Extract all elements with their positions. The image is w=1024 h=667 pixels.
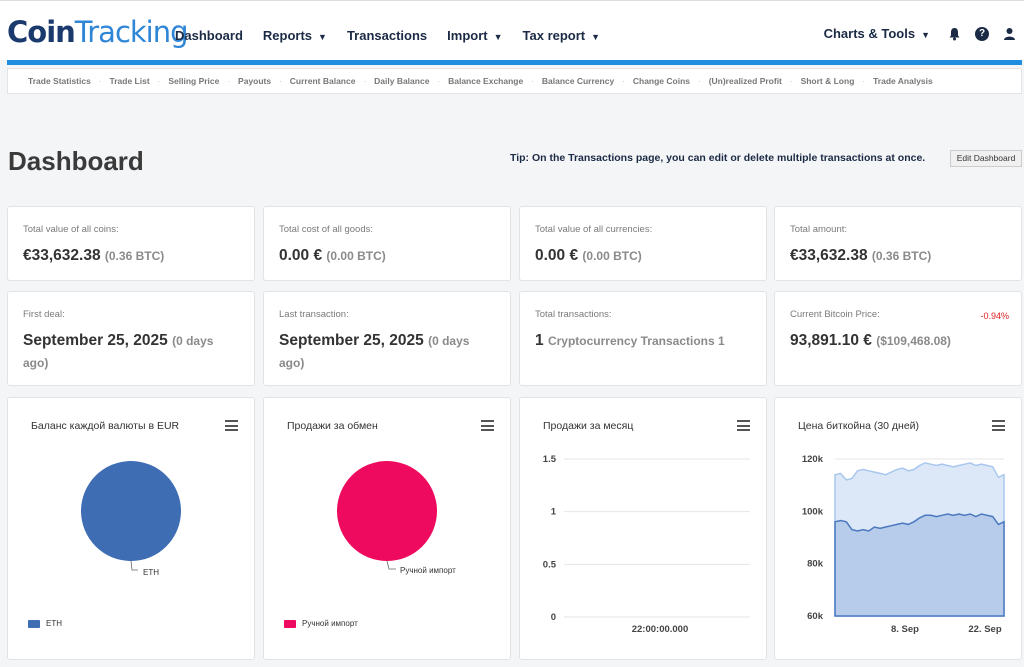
subnav-separator: · bbox=[698, 76, 701, 86]
menu-icon[interactable] bbox=[992, 420, 1005, 431]
subnav-separator: · bbox=[531, 76, 534, 86]
nav-import[interactable]: Import ▼ bbox=[447, 28, 503, 43]
x-tick-label: 22:00:00.000 bbox=[632, 624, 689, 635]
subnav-item[interactable]: Trade Statistics bbox=[28, 76, 91, 86]
subnav-item[interactable]: Payouts bbox=[238, 76, 272, 86]
nav-dashboard[interactable]: Dashboard bbox=[175, 28, 243, 43]
pie-chart-balance: ETH bbox=[81, 461, 181, 577]
pie-slice-manual-import[interactable] bbox=[337, 461, 437, 561]
y-tick-label: 1.5 bbox=[543, 454, 557, 465]
pie-connector bbox=[386, 560, 396, 570]
y-tick-label: 80k bbox=[807, 559, 824, 570]
y-tick-label: 60k bbox=[807, 611, 824, 622]
legend-swatch bbox=[28, 619, 40, 628]
legend-item[interactable]: Ручной импорт bbox=[284, 619, 358, 628]
subnav-item[interactable]: Balance Currency bbox=[541, 76, 615, 86]
stat-bitcoin-price: Current Bitcoin Price: -0.94% 93,891.10 … bbox=[774, 291, 1022, 386]
stat-total-value-coins: Total value of all coins: €33,632.38 (0.… bbox=[7, 206, 255, 281]
chart-title: Баланс каждой валюты в EUR bbox=[31, 420, 180, 432]
subnav-separator: · bbox=[363, 76, 367, 86]
subnav-item[interactable]: Trade Analysis bbox=[873, 76, 933, 86]
menu-icon[interactable] bbox=[225, 420, 238, 431]
chart-card-btc: Цена биткойна (30 дней) 60k 80k 100k 120k 8… bbox=[774, 397, 1022, 660]
tip-text: Tip: On the Transactions page, you can e… bbox=[510, 152, 926, 164]
nav-charts-tools[interactable]: Charts & Tools ▼ bbox=[823, 26, 930, 41]
subnav-item[interactable]: Current Balance bbox=[289, 76, 356, 86]
pie-chart-exchange: Ручной импорт bbox=[337, 461, 456, 575]
y-tick-label: 100k bbox=[802, 506, 824, 517]
chart-card-monthly: Продажи за месяц 0 0.5 1 1.5 22:00:00.000 bbox=[519, 397, 767, 660]
price-change: -0.94% bbox=[980, 311, 1009, 321]
stat-first-deal: First deal: September 25, 2025 (0 days a… bbox=[7, 291, 255, 386]
subnav-separator: · bbox=[437, 76, 441, 86]
logo[interactable]: CoinTracking bbox=[7, 15, 189, 49]
chart-card-exchange: Продажи за обмен Ручной импорт Ручной им… bbox=[263, 397, 511, 660]
area-series-lower[interactable] bbox=[834, 513, 1005, 617]
pie-label: ETH bbox=[143, 568, 159, 577]
chart-title: Продажи за месяц bbox=[543, 420, 634, 432]
subnav-separator: · bbox=[279, 76, 282, 86]
sub-nav: Trade Statistics · Trade List · Selling Pric… bbox=[7, 68, 1022, 94]
menu-icon[interactable] bbox=[737, 420, 750, 431]
nav-underline bbox=[7, 60, 1022, 65]
legend-swatch bbox=[284, 619, 296, 628]
subnav-separator: · bbox=[227, 76, 231, 86]
chevron-down-icon: ▼ bbox=[921, 30, 930, 40]
y-tick-label: 0.5 bbox=[543, 559, 557, 570]
subnav-item[interactable]: Change Coins bbox=[632, 76, 691, 86]
chevron-down-icon: ▼ bbox=[591, 32, 601, 42]
stat-total-value-currencies: Total value of all currencies: 0.00 € (0… bbox=[519, 206, 767, 281]
chart-title: Продажи за обмен bbox=[287, 420, 378, 432]
x-tick-label: 8. Sep bbox=[891, 624, 919, 635]
subnav-separator: · bbox=[157, 76, 161, 86]
subnav-separator: · bbox=[789, 76, 793, 86]
subnav-separator: · bbox=[862, 76, 866, 86]
subnav-separator: · bbox=[622, 76, 625, 86]
nav-reports[interactable]: Reports ▼ bbox=[262, 28, 327, 43]
x-tick-label: 22. Sep bbox=[968, 624, 1001, 635]
nav-tax-report[interactable]: Tax report ▼ bbox=[522, 28, 601, 43]
stat-total-amount: Total amount: €33,632.38 (0.36 BTC) bbox=[774, 206, 1022, 281]
subnav-item[interactable]: Short & Long bbox=[800, 76, 855, 86]
area-chart-btc: 60k 80k 100k 120k 8. Sep 22. Sep bbox=[802, 454, 1005, 635]
chart-card-balance: Баланс каждой валюты в EUR ETH ETH bbox=[7, 397, 255, 660]
top-navbar: CoinTracking Dashboard Reports ▼ Transact… bbox=[0, 0, 1024, 60]
pie-connector bbox=[130, 560, 138, 571]
y-tick-label: 1 bbox=[551, 507, 557, 518]
bar-chart-monthly: 0 0.5 1 1.5 22:00:00.000 bbox=[543, 454, 750, 635]
bell-icon[interactable] bbox=[948, 27, 961, 41]
y-tick-label: 0 bbox=[551, 612, 556, 623]
chevron-down-icon: ▼ bbox=[493, 32, 503, 42]
subnav-item[interactable]: Balance Exchange bbox=[448, 76, 524, 86]
nav-right: Charts & Tools ▼ ? bbox=[824, 26, 1016, 41]
stat-last-transaction: Last transaction: September 25, 2025 (0 … bbox=[263, 291, 511, 386]
help-icon[interactable]: ? bbox=[975, 26, 989, 41]
user-icon[interactable] bbox=[1003, 27, 1016, 41]
subnav-item[interactable]: Daily Balance bbox=[374, 76, 430, 86]
chevron-down-icon: ▼ bbox=[318, 32, 327, 42]
subnav-item[interactable]: Selling Price bbox=[168, 76, 220, 86]
subnav-separator: · bbox=[98, 76, 102, 86]
legend-item[interactable]: ETH bbox=[28, 619, 62, 628]
menu-icon[interactable] bbox=[481, 420, 494, 431]
stat-total-transactions: Total transactions: 1 Cryptocurrency Tra… bbox=[519, 291, 767, 386]
stat-total-cost-goods: Total cost of all goods: 0.00 € (0.00 BT… bbox=[263, 206, 511, 281]
pie-slice-eth[interactable] bbox=[81, 461, 181, 561]
edit-dashboard-button[interactable]: Edit Dashboard bbox=[950, 150, 1022, 167]
nav-transactions[interactable]: Transactions bbox=[346, 28, 428, 43]
subnav-item[interactable]: Trade List bbox=[109, 76, 150, 86]
subnav-item[interactable]: (Un)realized Profit bbox=[708, 76, 782, 86]
pie-label: Ручной импорт bbox=[400, 566, 456, 575]
chart-title: Цена биткойна (30 дней) bbox=[798, 420, 920, 432]
page-title: Dashboard bbox=[8, 146, 144, 176]
main-nav: Dashboard Reports ▼ Transactions Import ▼ … bbox=[175, 28, 620, 43]
y-tick-label: 120k bbox=[802, 454, 824, 465]
